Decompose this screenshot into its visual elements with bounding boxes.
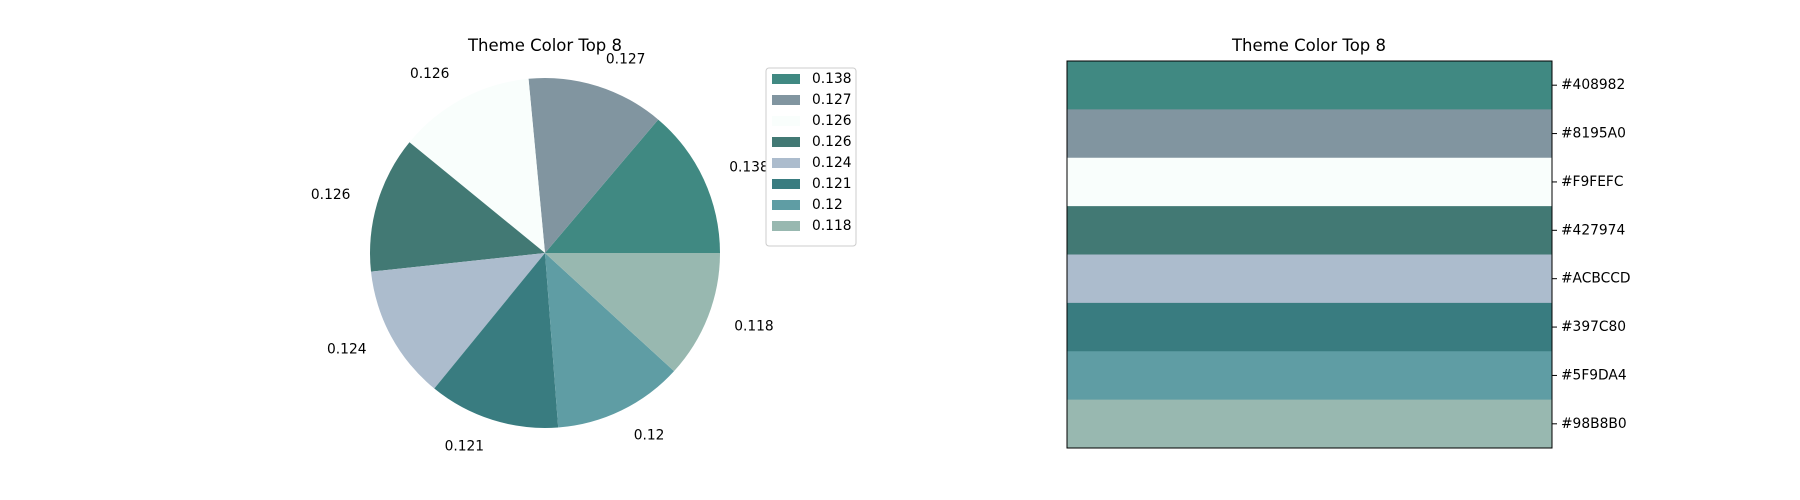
swatch-bar: [1067, 109, 1552, 159]
legend-label: 0.121: [812, 176, 852, 192]
legend-label: 0.138: [812, 71, 852, 87]
pie-slice: [545, 119, 720, 253]
swatch-bar: [1067, 351, 1552, 401]
swatch-tick-label: #5F9DA4: [1561, 367, 1627, 383]
legend-label: 0.118: [812, 218, 852, 234]
pie-slice-label: 0.138: [729, 160, 769, 176]
swatch-bar: [1067, 157, 1552, 207]
pie-slices: [370, 78, 720, 428]
legend-swatch: [772, 116, 800, 126]
pie-slice: [409, 78, 545, 253]
swatch-bars: [1067, 61, 1552, 449]
swatch-tick-label: #408982: [1561, 77, 1625, 93]
pie-slice: [545, 253, 675, 428]
swatch-tick-label: #8195A0: [1561, 126, 1626, 142]
swatch-bar: [1067, 399, 1552, 449]
pie-slice: [528, 78, 659, 253]
legend-label: 0.124: [812, 155, 852, 171]
swatch-bar: [1067, 302, 1552, 352]
swatch-frame: [1066, 60, 1553, 449]
legend-swatch: [772, 95, 800, 105]
legend-swatch: [772, 200, 800, 210]
legend-swatch: [772, 74, 800, 84]
legend-label: 0.12: [812, 197, 843, 213]
pie-slice-label: 0.12: [634, 428, 665, 444]
pie-slice-label: 0.126: [410, 66, 450, 82]
pie-slice: [370, 142, 545, 272]
swatch-tick-label: #ACBCCD: [1561, 271, 1631, 287]
legend-label: 0.126: [812, 113, 852, 129]
legend-label: 0.126: [812, 134, 852, 150]
swatch-tick-label: #397C80: [1561, 319, 1626, 335]
legend-swatch: [772, 179, 800, 189]
pie-slice: [434, 253, 559, 428]
swatch-bar: [1067, 61, 1552, 110]
swatch-tick-label: #F9FEFC: [1561, 174, 1624, 190]
legend-label: 0.127: [812, 92, 852, 108]
pie-slice-label: 0.121: [445, 439, 485, 455]
pie-slice-label: 0.126: [311, 187, 351, 203]
pie-chart: Theme Color Top 8 0.1380.1270.1260.1260.…: [311, 36, 857, 455]
swatch-title: Theme Color Top 8: [1231, 36, 1386, 55]
pie-title: Theme Color Top 8: [467, 36, 622, 55]
pie-slice-label: 0.124: [327, 342, 367, 358]
swatch-bar: [1067, 254, 1552, 304]
swatch-chart: Theme Color Top 8 #408982#8195A0#F9FEFC#…: [1066, 36, 1631, 449]
swatch-ticks: #408982 #8195A0 #F9FEFC #427974 #ACBCCD #397C…: [1552, 77, 1631, 432]
swatch-tick-label: #98B8B0: [1561, 416, 1627, 432]
legend-swatch: [772, 137, 800, 147]
swatch-bar: [1067, 206, 1552, 256]
legend-swatch: [772, 221, 800, 231]
pie-slice-label: 0.127: [606, 51, 646, 67]
legend-swatch: [772, 158, 800, 168]
pie-labels: 0.138 0.127 0.126 0.126 0.124 0.121 0.12 0.118: [311, 51, 774, 454]
swatch-tick-label: #427974: [1561, 222, 1625, 238]
pie-legend: 0.138 0.127 0.126 0.126 0.124 0.121 0.12 0.118: [765, 67, 857, 247]
pie-slice: [371, 253, 545, 389]
pie-slice: [545, 253, 720, 372]
pie-slice-label: 0.118: [734, 319, 774, 335]
